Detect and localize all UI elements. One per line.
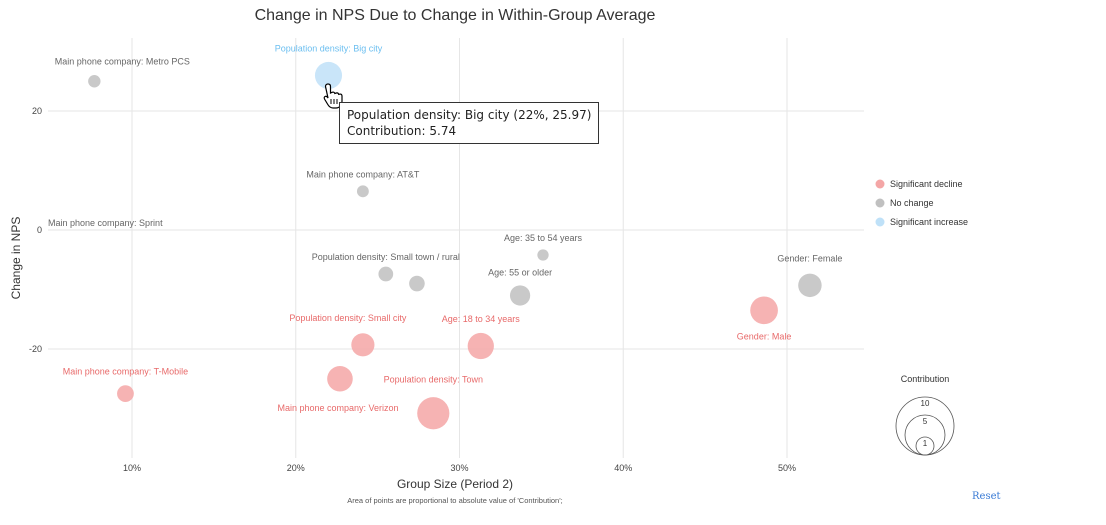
bubble-label: Population density: Big city	[275, 43, 383, 53]
legend-marker[interactable]	[875, 179, 885, 189]
legend-marker[interactable]	[875, 217, 885, 227]
bubble-label: Population density: Town	[384, 374, 483, 384]
size-legend-circle	[915, 436, 935, 456]
data-bubbles	[88, 61, 822, 430]
hover-tooltip: Population density: Big city (22%, 25.97…	[339, 102, 600, 144]
size-legend-value: 5	[923, 417, 928, 426]
bubble-label: Main phone company: T-Mobile	[63, 367, 188, 377]
bubble[interactable]	[467, 332, 494, 360]
bubble-label: Age: 55 or older	[488, 267, 552, 277]
bubble[interactable]	[417, 397, 450, 430]
bubble-label: Main phone company: Sprint	[48, 218, 163, 228]
x-tick-label: 20%	[287, 463, 305, 473]
x-tick-label: 50%	[778, 463, 796, 473]
size-legend: Contribution 10 5 1	[895, 374, 955, 456]
bubble[interactable]	[409, 275, 425, 292]
x-tick-label: 10%	[123, 463, 141, 473]
bubble[interactable]	[378, 266, 394, 282]
reset-button[interactable]: Reset	[972, 491, 1001, 502]
bubble[interactable]	[356, 185, 369, 198]
y-tick-label: 0	[37, 225, 42, 235]
bubble-label: Gender: Female	[777, 253, 842, 263]
y-tick-label: -20	[29, 344, 42, 354]
x-axis-label: Group Size (Period 2)	[397, 477, 513, 491]
bubble[interactable]	[117, 385, 134, 403]
bubble-label: Age: 18 to 34 years	[442, 314, 521, 324]
bubble-label: Population density: Small city	[289, 313, 407, 323]
bubble-label: Main phone company: AT&T	[306, 169, 419, 179]
legend-label[interactable]: No change	[890, 198, 934, 208]
legend-marker[interactable]	[875, 198, 885, 208]
y-tick-label: 20	[32, 106, 42, 116]
bubble[interactable]	[88, 75, 101, 88]
chart-title: Change in NPS Due to Change in Within-Gr…	[255, 7, 656, 24]
bubble-label: Main phone company: Metro PCS	[55, 56, 190, 66]
legend-label[interactable]: Significant increase	[890, 217, 968, 227]
legend-label[interactable]: Significant decline	[890, 179, 963, 189]
x-tick-label: 40%	[614, 463, 632, 473]
bubble-label: Age: 35 to 54 years	[504, 233, 583, 243]
bubble-label: Gender: Male	[737, 331, 792, 341]
bubble[interactable]	[509, 285, 531, 306]
tooltip-title: Population density: Big city (22%, 25.97…	[347, 108, 592, 122]
bubble-label: Population density: Small town / rural	[312, 252, 460, 262]
size-legend-value: 10	[921, 399, 930, 408]
bubble[interactable]	[351, 333, 375, 357]
x-tick-label: 30%	[450, 463, 468, 473]
bubble[interactable]	[537, 249, 549, 261]
bubble[interactable]	[750, 296, 778, 325]
bubble[interactable]	[327, 365, 353, 392]
x-axis-ticks: 10% 20% 30% 40% 50%	[123, 463, 796, 473]
bubble-label: Main phone company: Verizon	[277, 403, 398, 413]
category-legend: Significant decline No change Significant …	[875, 179, 968, 227]
chart-footnote: Area of points are proportional to absol…	[347, 496, 563, 505]
grid-lines	[48, 38, 864, 458]
data-labels: Main phone company: Metro PCS Population …	[48, 43, 842, 413]
tooltip-contribution: Contribution: 5.74	[347, 124, 457, 138]
y-axis-ticks: 20 0 -20	[29, 106, 42, 354]
size-legend-title: Contribution	[901, 374, 950, 384]
size-legend-value: 1	[923, 439, 928, 448]
bubble[interactable]	[314, 61, 343, 90]
y-axis-label: Change in NPS	[9, 217, 23, 300]
bubble[interactable]	[798, 273, 822, 298]
